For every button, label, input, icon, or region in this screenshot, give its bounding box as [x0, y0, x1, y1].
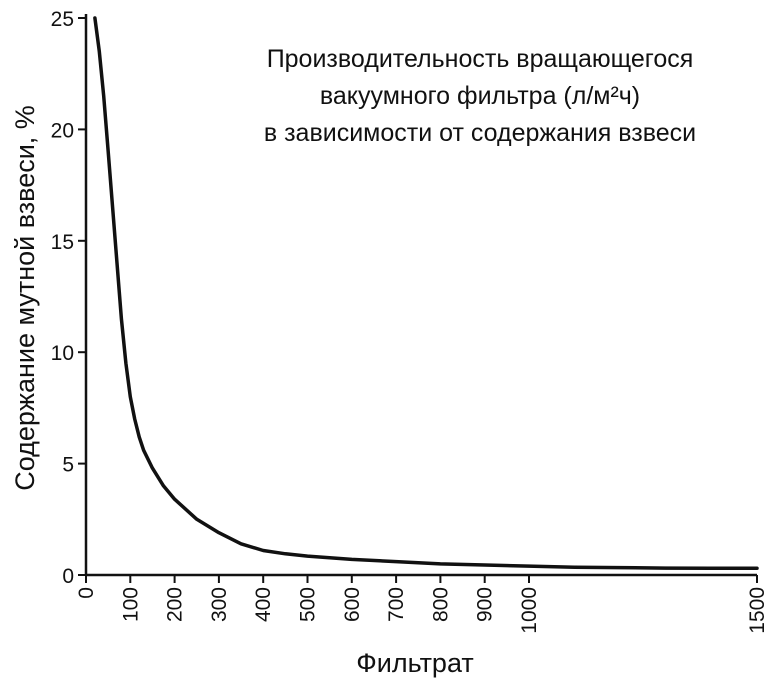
- series-line: [93, 16, 759, 571]
- x-tick-label: 200: [164, 587, 187, 622]
- y-tick-label: 5: [62, 454, 74, 477]
- y-axis-ticks: 0 5 10 15 20 25: [51, 8, 86, 588]
- x-tick-label: 1500: [746, 587, 769, 634]
- x-tick-label: 500: [297, 587, 320, 622]
- y-tick-label: 25: [51, 8, 74, 31]
- x-tick-label: 700: [385, 587, 408, 622]
- y-tick-label: 20: [51, 119, 74, 142]
- x-tick-label: 1000: [518, 587, 541, 634]
- x-tick-label: 600: [341, 587, 364, 622]
- x-axis-label: Фильтрат: [356, 648, 474, 678]
- y-tick-label: 15: [51, 231, 74, 254]
- x-tick-label: 900: [474, 587, 497, 622]
- chart-title-line-1: Производительность вращающегося: [267, 45, 694, 73]
- chart-title-line-3: в зависимости от содержания взвеси: [264, 119, 696, 147]
- y-tick-label: 10: [51, 342, 74, 365]
- x-tick-label: 800: [429, 587, 452, 622]
- y-axis-label: Содержание мутной взвеси, %: [10, 105, 40, 491]
- x-tick-label: 0: [75, 587, 98, 599]
- x-tick-label: 100: [119, 587, 142, 622]
- chart-title-line-2: вакуумного фильтра (л/м²ч): [320, 82, 640, 110]
- x-tick-label: 300: [208, 587, 231, 622]
- x-axis-ticks: 0 100 200 300 400 500 600 700 800 900 1000 1500: [75, 575, 769, 634]
- x-tick-label: 400: [252, 587, 275, 622]
- y-tick-label: 0: [62, 565, 74, 588]
